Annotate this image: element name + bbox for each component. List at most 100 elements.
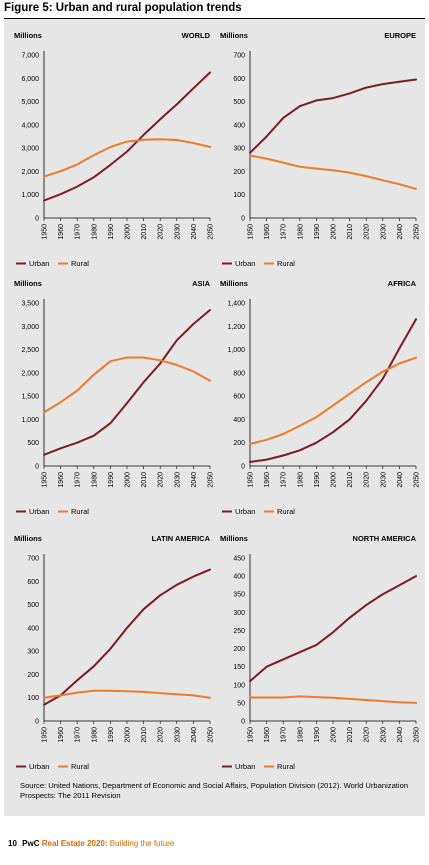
y-tick-label: 300	[27, 649, 39, 656]
x-tick-label: 2000	[331, 224, 338, 240]
series-line-rural	[249, 154, 417, 190]
x-tick-label: 2010	[141, 224, 148, 240]
x-tick-label: 2040	[397, 727, 404, 743]
x-tick-label: 2030	[380, 224, 387, 240]
y-tick-label: 200	[233, 169, 245, 176]
y-tick-label: 300	[233, 610, 245, 617]
chart-title: NORTH AMERICA	[353, 534, 417, 543]
x-tick-label: 2040	[397, 224, 404, 240]
x-tick-label: 1980	[297, 472, 304, 488]
source-note: Source: United Nations, Department of Ec…	[20, 781, 409, 800]
x-tick-label: 2050	[208, 224, 215, 240]
chart-africa: Millions AFRICA 0 200 400 600 800 1,000 1,200 1,4…	[220, 279, 421, 516]
x-tick-label: 2010	[347, 224, 354, 240]
x-tick-label: 1970	[281, 727, 288, 743]
chart-title: LATIN AMERICA	[152, 534, 211, 543]
x-tick-label: 1990	[314, 727, 321, 743]
x-tick-label: 2040	[397, 472, 404, 488]
x-tick-label: 1970	[75, 727, 82, 743]
series-line-urban	[43, 568, 211, 706]
x-tick-label: 2020	[364, 727, 371, 743]
x-tick-label: 2020	[364, 224, 371, 240]
x-tick-label: 1970	[75, 472, 82, 488]
y-tick-label: 250	[233, 628, 245, 635]
y-tick-label: 100	[27, 695, 39, 702]
x-tick-label: 1970	[75, 224, 82, 240]
legend-label-urban: Urban	[235, 507, 255, 516]
y-tick-label: 1,200	[227, 324, 245, 331]
x-tick-label: 2030	[380, 472, 387, 488]
series-line-urban	[43, 309, 211, 456]
y-tick-label: 6,000	[21, 76, 39, 83]
series-line-rural	[43, 356, 211, 414]
y-tick-label: 1,400	[227, 301, 245, 308]
y-tick-label: 200	[27, 672, 39, 679]
title-rule	[4, 18, 425, 19]
x-tick-label: 2050	[208, 472, 215, 488]
y-tick-label: 4,000	[21, 122, 39, 129]
y-tick-label: 700	[27, 556, 39, 563]
y-tick-label: 1,500	[21, 394, 39, 401]
chart-title: AFRICA	[388, 279, 417, 288]
y-tick-label: 150	[233, 664, 245, 671]
y-tick-label: 0	[35, 464, 39, 471]
x-tick-label: 1990	[314, 224, 321, 240]
y-tick-label: 800	[233, 370, 245, 377]
x-tick-label: 2040	[191, 472, 198, 488]
x-tick-label: 2000	[331, 727, 338, 743]
page-footer: 10 PwC Real Estate 2020: Building the fu…	[8, 839, 174, 848]
x-tick-label: 1990	[314, 472, 321, 488]
series-line-urban	[249, 318, 417, 463]
x-tick-label: 2050	[414, 472, 421, 488]
y-tick-label: 0	[241, 216, 245, 223]
y-tick-label: 2,000	[21, 370, 39, 377]
y-tick-label: 0	[241, 464, 245, 471]
y-axis-label: Millions	[14, 31, 42, 40]
x-tick-label: 2020	[158, 727, 165, 743]
x-tick-label: 2050	[414, 727, 421, 743]
x-tick-label: 2020	[364, 472, 371, 488]
x-tick-label: 1960	[58, 727, 65, 743]
x-tick-label: 1980	[297, 727, 304, 743]
x-tick-label: 2000	[331, 472, 338, 488]
x-tick-label: 1990	[108, 727, 115, 743]
y-tick-label: 3,000	[21, 324, 39, 331]
y-axis-label: Millions	[14, 534, 42, 543]
series-line-urban	[249, 575, 417, 683]
y-tick-label: 600	[27, 579, 39, 586]
y-tick-label: 3,500	[21, 301, 39, 308]
y-tick-label: 500	[27, 440, 39, 447]
x-tick-label: 2010	[347, 472, 354, 488]
y-tick-label: 50	[237, 700, 245, 707]
y-tick-label: 400	[27, 625, 39, 632]
x-tick-label: 1980	[91, 472, 98, 488]
chart-world: Millions WORLD 0 1,000 2,000 3,000 4,000 5,000 6…	[14, 31, 215, 268]
y-tick-label: 2,500	[21, 347, 39, 354]
y-tick-label: 600	[233, 394, 245, 401]
y-tick-label: 1,000	[21, 192, 39, 199]
legend-label-rural: Rural	[277, 259, 295, 268]
y-tick-label: 700	[233, 53, 245, 60]
y-tick-label: 1,000	[21, 417, 39, 424]
footer-brand-pwc: PwC	[22, 839, 40, 848]
x-tick-label: 2050	[208, 727, 215, 743]
y-tick-label: 7,000	[21, 53, 39, 60]
x-tick-label: 1980	[91, 224, 98, 240]
x-tick-label: 1990	[108, 224, 115, 240]
y-tick-label: 200	[233, 646, 245, 653]
x-tick-label: 2050	[414, 224, 421, 240]
x-tick-label: 2000	[125, 224, 132, 240]
y-tick-label: 100	[233, 682, 245, 689]
legend-label-urban: Urban	[29, 507, 49, 516]
chart-north-america: Millions NORTH AMERICA 0 50 100 150 200 250 300 3…	[220, 534, 421, 771]
legend-label-rural: Rural	[71, 762, 89, 771]
x-tick-label: 1960	[58, 472, 65, 488]
x-tick-label: 1950	[42, 472, 49, 488]
y-tick-label: 500	[27, 602, 39, 609]
series-line-urban	[43, 71, 211, 202]
y-axis-label: Millions	[220, 279, 248, 288]
y-axis-label: Millions	[220, 534, 248, 543]
x-tick-label: 1970	[281, 472, 288, 488]
x-tick-label: 2030	[380, 727, 387, 743]
y-tick-label: 0	[35, 719, 39, 726]
